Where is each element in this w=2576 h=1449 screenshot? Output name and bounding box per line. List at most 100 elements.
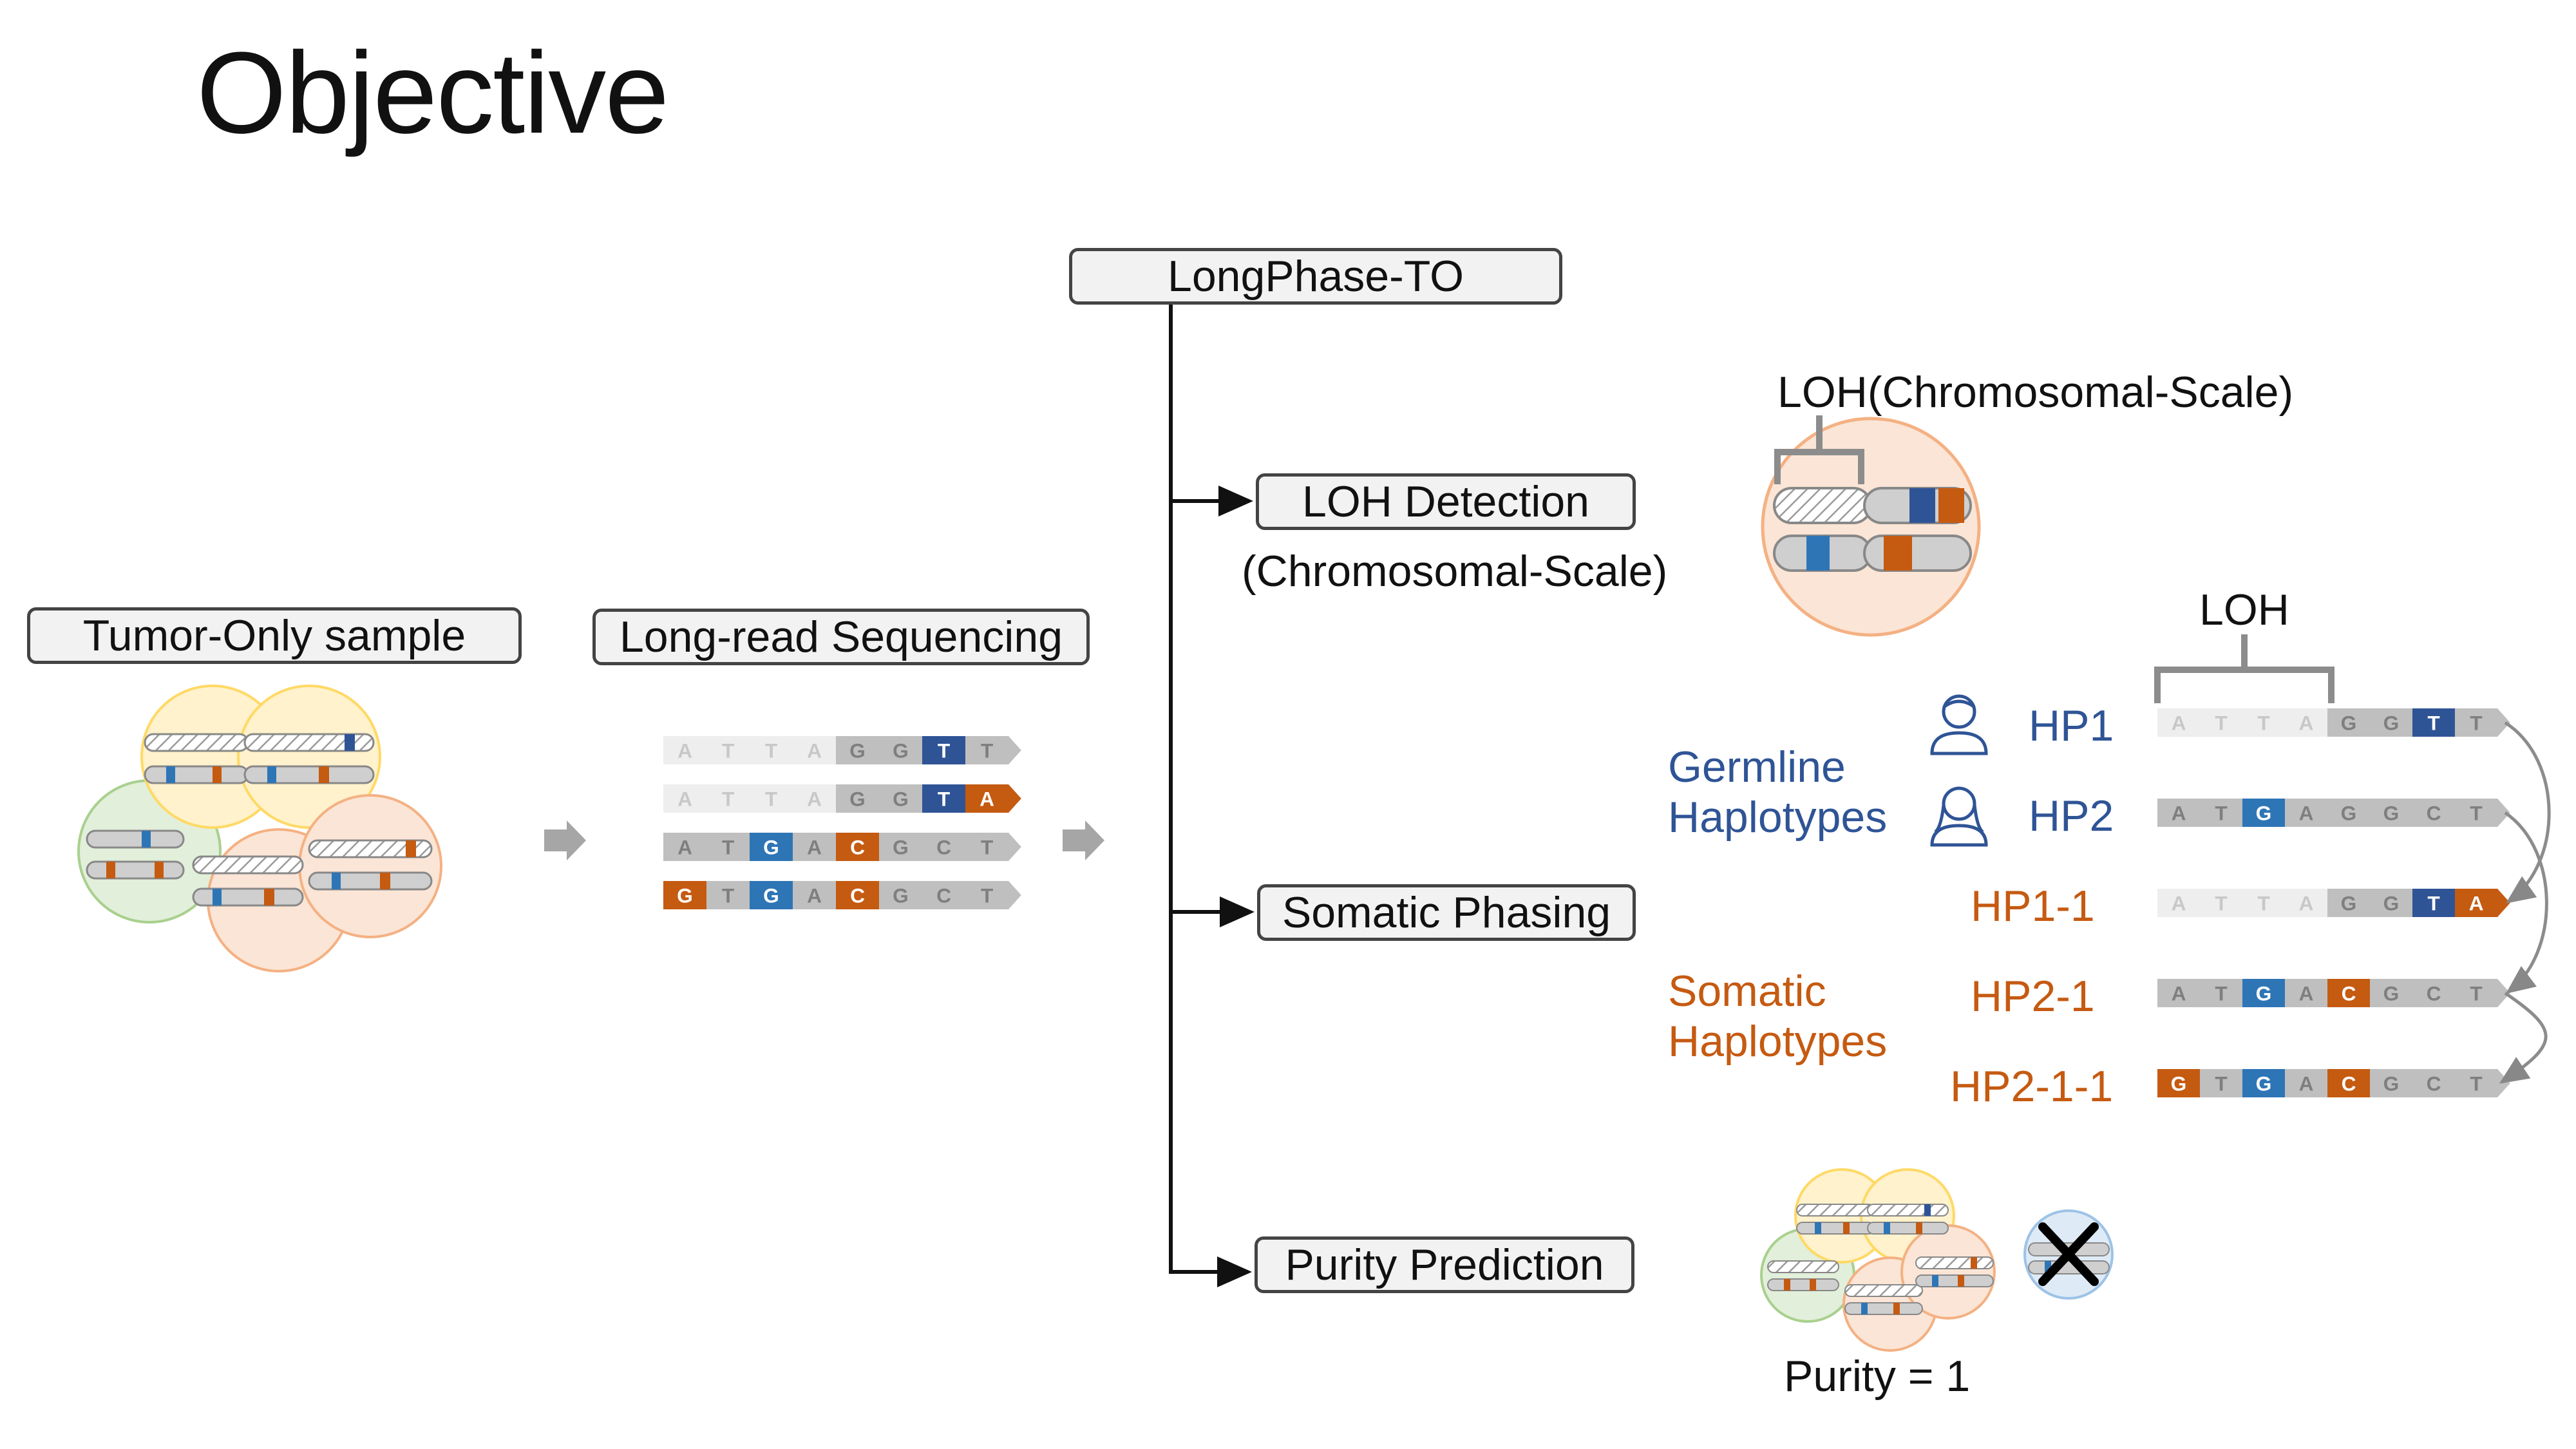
base-cell xyxy=(2157,708,2200,737)
base-letter: T xyxy=(2470,981,2482,1005)
base-letter: C xyxy=(2342,1072,2356,1095)
base-cell xyxy=(750,784,793,813)
base-cell xyxy=(2285,1069,2327,1097)
base-cell xyxy=(750,736,793,764)
base-cell xyxy=(2200,799,2242,827)
base-letter: T xyxy=(2215,1072,2227,1095)
sequence-reads: A T T A G G T T A T T A G G T A A T G A C G C T G T G A C G C T xyxy=(663,736,1021,909)
base-cell xyxy=(2370,979,2412,1007)
base-letter: T xyxy=(722,835,734,858)
base-highlight xyxy=(752,834,790,860)
loh-detection-subtitle: (Chromosomal-Scale) xyxy=(1242,547,1668,596)
somatic-label: Somatic Haplotypes xyxy=(1668,966,1887,1066)
base-cell xyxy=(2370,799,2412,827)
base-cell xyxy=(2285,799,2327,827)
base-cell xyxy=(2285,979,2327,1007)
base-letter: G xyxy=(849,739,866,762)
base-cell xyxy=(793,833,836,861)
somatic-label-line2: Haplotypes xyxy=(1668,1017,1888,1066)
base-cell xyxy=(2412,979,2455,1007)
base-letter: G xyxy=(763,884,779,907)
base-cell xyxy=(836,784,879,813)
base-letter: A xyxy=(2299,981,2314,1005)
base-letter: G xyxy=(893,884,909,907)
base-letter: T xyxy=(2215,891,2227,914)
base-cell xyxy=(965,833,1021,861)
flow-arrow-1 xyxy=(544,820,586,860)
germline-label: Germline Haplotypes xyxy=(1668,742,1887,842)
base-cell xyxy=(2200,1069,2242,1097)
base-letter: A xyxy=(2299,801,2314,824)
base-cell xyxy=(706,833,750,861)
base-letter: A xyxy=(2172,891,2186,914)
longphase-to-box: LongPhase-TO xyxy=(1069,248,1562,305)
base-letter: A xyxy=(677,787,692,810)
base-cell xyxy=(2455,1069,2510,1097)
base-letter: A xyxy=(807,835,822,858)
base-letter: C xyxy=(2427,801,2441,824)
base-letter: A xyxy=(2469,891,2484,914)
base-letter: T xyxy=(2427,891,2439,914)
base-letter: T xyxy=(981,835,993,858)
base-letter: A xyxy=(2172,711,2186,734)
loh-detection-box: LOH Detection xyxy=(1256,473,1636,530)
base-letter: C xyxy=(2342,981,2356,1005)
base-cell xyxy=(965,736,1021,764)
germline-label-line1: Germline xyxy=(1668,743,1846,791)
base-letter: T xyxy=(2470,1072,2482,1095)
base-letter: A xyxy=(2172,981,2186,1005)
base-letter: C xyxy=(936,884,951,907)
base-highlight xyxy=(925,786,963,811)
base-letter: G xyxy=(2341,711,2357,734)
base-letter: A xyxy=(677,835,692,858)
base-letter: T xyxy=(981,739,993,762)
base-letter: A xyxy=(807,787,822,810)
base-letter: T xyxy=(2257,891,2269,914)
base-letter: A xyxy=(2299,711,2314,734)
base-cell xyxy=(663,736,706,764)
base-letter: A xyxy=(2299,891,2314,914)
base-highlight xyxy=(838,882,876,908)
base-cell xyxy=(2412,799,2455,827)
base-cell xyxy=(2455,799,2510,827)
base-letter: T xyxy=(722,787,734,810)
base-letter: G xyxy=(2341,891,2357,914)
haplotype-sequences: A T T A G G T T A T G A G G C T A T T A G G T A A T G A C G C T G T G A C G C T xyxy=(2157,708,2510,1097)
base-cell xyxy=(2370,708,2412,737)
base-highlight xyxy=(2245,800,2282,826)
base-letter: T xyxy=(2427,711,2439,734)
base-letter: T xyxy=(2215,981,2227,1005)
base-cell xyxy=(879,736,922,764)
chromosome-group xyxy=(86,733,433,907)
base-cell xyxy=(663,833,706,861)
base-letter: T xyxy=(2257,711,2269,734)
base-cell xyxy=(2242,889,2285,917)
base-letter: G xyxy=(2171,1072,2187,1095)
base-letter: T xyxy=(981,884,993,907)
base-cell xyxy=(922,833,965,861)
base-letter: T xyxy=(938,739,950,762)
base-letter: A xyxy=(2299,1072,2314,1095)
base-letter: T xyxy=(2470,801,2482,824)
base-cell xyxy=(2285,708,2327,737)
base-highlight xyxy=(2245,980,2282,1006)
slide-title: Objective xyxy=(196,28,669,158)
base-highlight xyxy=(752,882,790,908)
base-highlight xyxy=(2330,1070,2367,1096)
haplotype-name-hp1-1: HP1-1 xyxy=(1971,882,2095,931)
base-cell xyxy=(2200,708,2242,737)
base-cell xyxy=(793,881,836,909)
base-highlight xyxy=(925,737,963,763)
base-cell xyxy=(2200,889,2242,917)
base-cell xyxy=(2327,799,2370,827)
base-cell xyxy=(663,784,706,813)
base-letter: C xyxy=(2427,1072,2441,1095)
base-letter: G xyxy=(849,787,866,810)
base-letter: G xyxy=(2383,711,2400,734)
base-cell xyxy=(2412,1069,2455,1097)
base-letter: G xyxy=(2341,801,2357,824)
